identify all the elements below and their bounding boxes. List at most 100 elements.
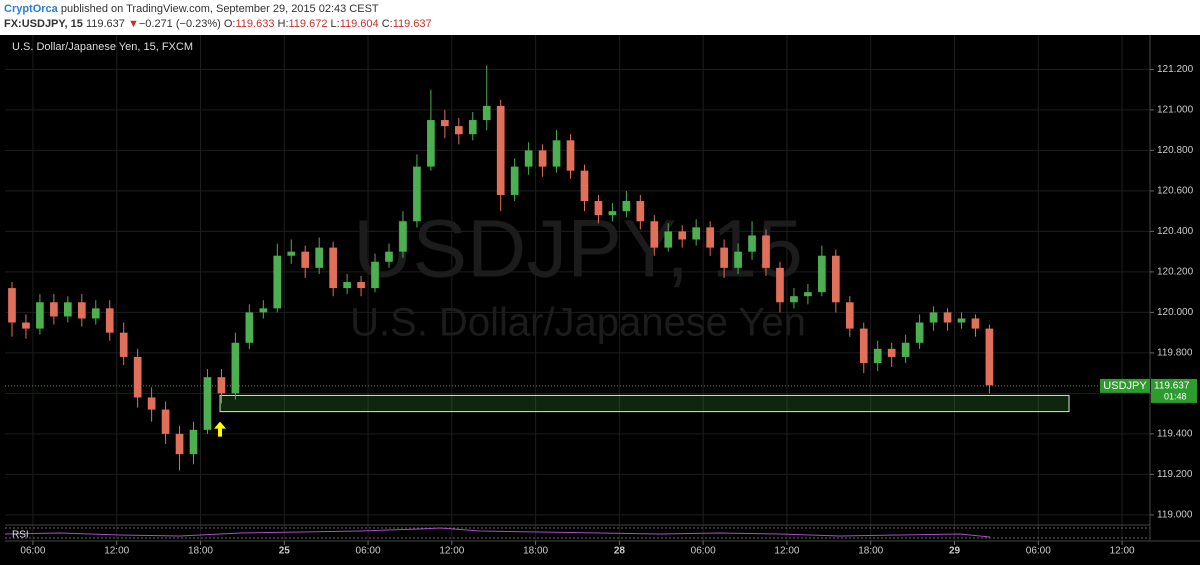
x-tick-label: 06:00	[1026, 546, 1051, 557]
y-tick-label: 120.400	[1157, 226, 1194, 237]
candle-body	[608, 211, 617, 216]
candle-body	[678, 231, 687, 240]
candle-body	[357, 282, 365, 289]
ohlc-label: O:	[223, 18, 236, 30]
candle-body	[901, 342, 910, 357]
candle-body	[259, 308, 268, 313]
x-tick-label: 06:00	[691, 546, 716, 557]
candle-body	[818, 255, 826, 293]
candle-body	[203, 377, 212, 430]
candle-body	[482, 105, 491, 121]
x-tick-label: 12:00	[439, 546, 464, 557]
grid	[5, 35, 1150, 541]
y-tick-label: 119.400	[1157, 429, 1193, 440]
candle-body	[36, 302, 44, 329]
candle-body	[63, 302, 72, 317]
candle-body	[957, 318, 966, 323]
candle-body	[804, 292, 812, 297]
candle-body	[510, 166, 519, 195]
ohlc-value: 119.672	[288, 18, 328, 30]
candle-body	[762, 235, 770, 268]
candle-body	[287, 251, 296, 256]
candle-body	[859, 328, 868, 364]
candle-body	[929, 312, 938, 323]
candle-body	[147, 397, 156, 410]
y-tick-label: 120.800	[1157, 145, 1194, 156]
publish-line: CryptOrca published on TradingView.com, …	[4, 3, 379, 15]
candle-body	[119, 332, 128, 357]
support-zone	[219, 394, 1070, 413]
y-tick-label: 121.000	[1157, 105, 1194, 116]
candle-body	[636, 201, 645, 222]
y-tick-label: 121.200	[1157, 64, 1194, 75]
last-price-label: 119.637	[1154, 381, 1190, 392]
x-tick-label: 29	[949, 546, 961, 557]
candle-body	[105, 308, 114, 333]
watermark-subtitle: U.S. Dollar/Japanese Yen	[350, 301, 806, 345]
candle-body	[552, 140, 561, 167]
plot	[5, 65, 1150, 471]
candle-body	[189, 429, 198, 455]
chart-title: U.S. Dollar/Japanese Yen, 15, FXCM	[12, 41, 193, 53]
ohlc-label: L:	[330, 18, 340, 30]
y-tick-label: 119.000	[1157, 510, 1193, 521]
y-tick-label: 120.200	[1157, 267, 1194, 278]
candle-body	[943, 312, 952, 323]
y-tick-label: 119.200	[1157, 469, 1193, 480]
ohlc-label: H:	[277, 18, 289, 30]
candle-body	[622, 201, 631, 212]
candle-body	[971, 318, 980, 329]
ohlc: O:119.633 H:119.672 L:119.604 C:119.637	[224, 18, 432, 30]
candle-body	[161, 409, 170, 434]
publisher[interactable]: CryptOrca	[4, 3, 58, 15]
candle-body	[175, 433, 184, 455]
candle-body	[664, 231, 673, 248]
last: 119.637	[85, 18, 125, 30]
candle-body	[315, 247, 324, 268]
ohlc-value: 119.604	[339, 18, 379, 30]
candle-body	[734, 251, 742, 268]
symbol-label: USDJPY	[1103, 380, 1147, 392]
candle-body	[915, 322, 924, 343]
candle-body	[399, 221, 407, 252]
x-tick-label: 12:00	[774, 546, 799, 557]
rsi-line	[4, 527, 991, 538]
candle-body	[371, 261, 379, 289]
arrow	[214, 421, 227, 437]
candle-body	[454, 126, 463, 135]
down-arrow: ▼	[127, 18, 139, 30]
candle-body	[50, 302, 58, 317]
candle-body	[524, 150, 533, 167]
candle-body	[385, 251, 393, 262]
candle-body	[245, 312, 254, 343]
candle-body	[343, 282, 351, 289]
price-box	[1151, 378, 1197, 403]
candle-body	[873, 348, 882, 364]
ohlc-value: 119.633	[235, 18, 275, 30]
quote-line: FX:USDJPY, 15 119.637 ▼−0.271 (−0.23%) O…	[4, 18, 432, 30]
candle-body	[985, 328, 994, 386]
candle-body	[748, 235, 756, 252]
x-tick-label: 18:00	[858, 546, 883, 557]
candle-body	[790, 296, 798, 303]
candle-body	[441, 120, 449, 127]
y-tick-label: 120.000	[1157, 307, 1194, 318]
y-tick-label: 120.600	[1157, 186, 1194, 197]
countdown: 01:48	[1164, 391, 1187, 401]
candle-body	[566, 140, 575, 171]
candle-body	[427, 120, 435, 167]
candle-body	[692, 227, 701, 240]
candle-body	[650, 221, 659, 248]
candle-body	[301, 251, 310, 268]
change: −0.271 (−0.23%)	[138, 18, 221, 30]
candle-body	[706, 227, 714, 248]
indicator-label: RSI	[12, 530, 29, 541]
x-tick-label: 18:00	[523, 546, 548, 557]
candle-body	[538, 150, 547, 167]
candle-body	[831, 255, 840, 303]
candle-body	[720, 247, 728, 268]
x-tick-label: 06:00	[356, 546, 381, 557]
y-tick-label: 119.800	[1157, 348, 1193, 359]
